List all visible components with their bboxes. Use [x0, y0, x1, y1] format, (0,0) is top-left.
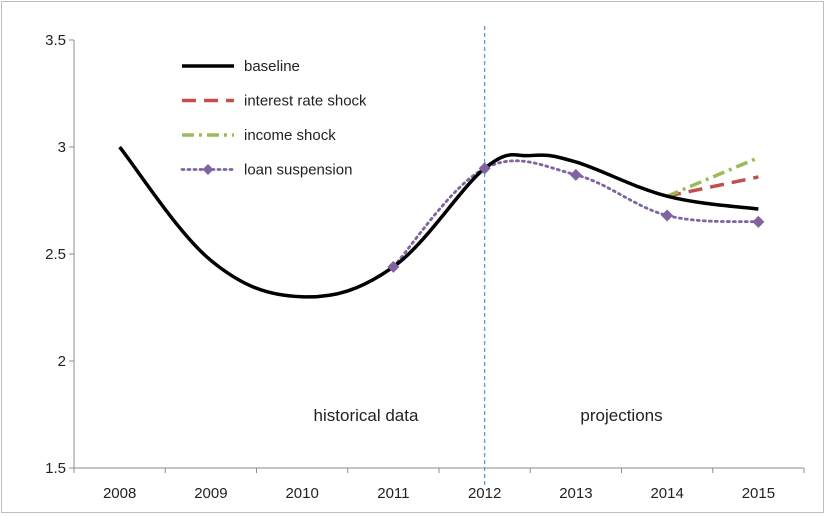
annotation-label: projections — [580, 406, 662, 425]
loan-suspension-marker — [387, 260, 400, 273]
x-tick-label: 2012 — [468, 485, 501, 502]
series-line-baseline — [118, 145, 759, 299]
loan-suspension-marker — [752, 215, 765, 228]
series-line-interest-rate-shock — [666, 175, 759, 198]
x-tick-label: 2015 — [742, 485, 775, 502]
legend-label-baseline: baseline — [244, 58, 300, 75]
loan-suspension-marker — [569, 168, 582, 181]
chart-axes: 1.5 2 2.5 3 3.5 2008 2009 2010 2011 2012 2013 2014 2… — [45, 32, 805, 502]
loan-suspension-marker — [661, 209, 674, 222]
x-tick-label: 2011 — [377, 485, 409, 502]
x-tick-label: 2014 — [650, 485, 683, 502]
loan-suspension-marker — [478, 162, 491, 175]
y-tick-label: 3 — [58, 139, 66, 156]
legend-marker-diamond — [202, 164, 214, 175]
y-tick-label: 2 — [58, 353, 66, 370]
annotation-layer: historical data projections — [314, 406, 663, 425]
legend-label-interest-rate-shock: interest rate shock — [244, 93, 367, 110]
x-tick-label: 2009 — [194, 485, 227, 502]
x-tick-label: 2013 — [559, 485, 592, 502]
legend-label-income-shock: income shock — [244, 127, 336, 144]
chart-legend: baseline interest rate shock income shock l… — [180, 58, 367, 179]
legend-label-loan-suspension: loan suspension — [244, 162, 352, 179]
series-layer — [118, 145, 765, 299]
y-tick-label: 2.5 — [45, 246, 66, 263]
y-tick-label: 3.5 — [45, 32, 66, 49]
annotation-label: historical data — [314, 406, 419, 425]
x-tick-label: 2008 — [103, 485, 136, 502]
y-tick-label: 1.5 — [45, 460, 66, 477]
series-line-income-shock — [666, 156, 760, 198]
x-tick-label: 2010 — [285, 485, 318, 502]
